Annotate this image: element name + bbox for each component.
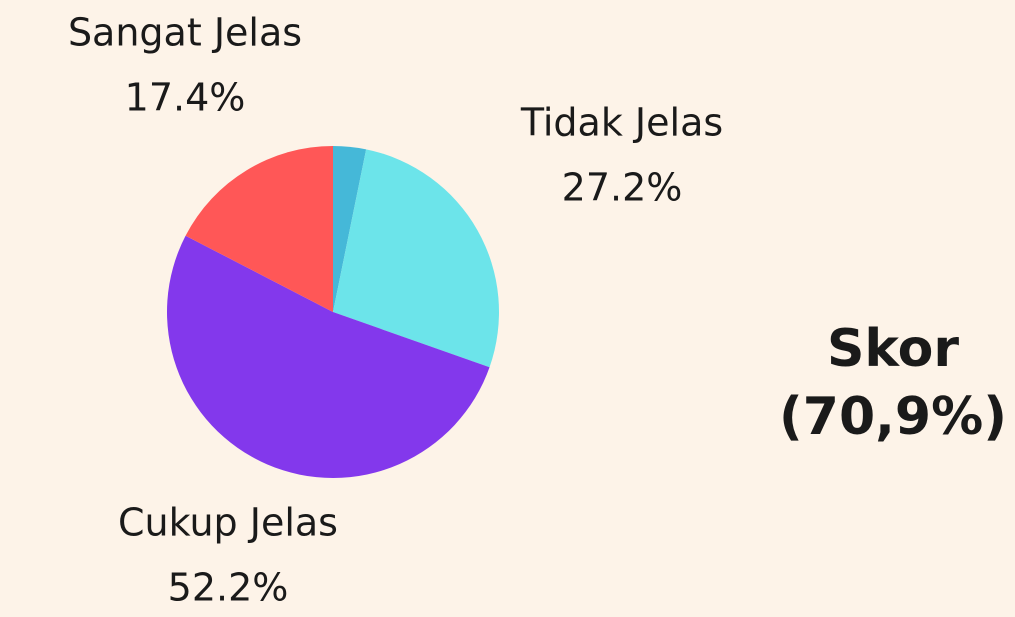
pie-slice <box>185 146 333 312</box>
slice-value-label: 52.2% <box>168 566 289 610</box>
slice-label: Sangat Jelas <box>68 11 302 55</box>
pie-slice <box>333 149 499 368</box>
pie-slice <box>166 235 490 479</box>
slice-label: Tidak Jelas <box>520 101 723 145</box>
slice-value-label: 17.4% <box>125 76 246 120</box>
slice-value-label: 27.2% <box>562 166 683 210</box>
score-title: Skor <box>827 319 959 379</box>
pie-slice <box>333 146 367 312</box>
score-value: (70,9%) <box>779 387 1007 447</box>
slice-label: Cukup Jelas <box>118 501 338 545</box>
